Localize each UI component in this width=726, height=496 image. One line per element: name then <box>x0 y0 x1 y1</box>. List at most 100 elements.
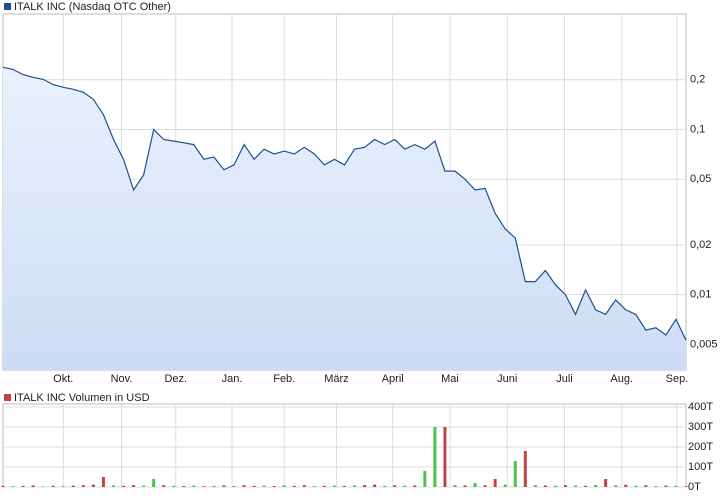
volume-bar <box>322 485 326 487</box>
volume-bar <box>624 484 628 487</box>
volume-bar <box>71 485 75 487</box>
y-tick-label: 0,01 <box>690 289 711 301</box>
x-tick-label: Okt. <box>53 373 73 385</box>
legend-label: ITALK INC Volumen in USD <box>14 392 150 404</box>
volume-bar <box>172 485 176 487</box>
volume-bar <box>61 486 65 487</box>
y-tick-label: 0,005 <box>690 338 718 350</box>
y-tick-label: 0T <box>688 481 701 493</box>
y-tick-label: 0,2 <box>690 74 705 86</box>
volume-bar <box>644 485 648 487</box>
volume-bar <box>654 486 658 487</box>
volume-bar <box>132 485 136 487</box>
legend-label: ITALK INC (Nasdaq OTC Other) <box>14 1 171 13</box>
y-tick-label: 300T <box>688 421 713 433</box>
legend-swatch <box>4 3 11 10</box>
x-tick-label: Sep. <box>666 373 689 385</box>
y-tick-label: 0,1 <box>690 123 705 135</box>
volume-bar <box>604 479 608 487</box>
x-tick-label: Juli <box>556 373 573 385</box>
x-tick-label: Juni <box>497 373 517 385</box>
volume-bar <box>51 485 55 487</box>
price-line <box>2 66 687 341</box>
volume-bar <box>634 485 638 487</box>
volume-bar <box>312 486 316 487</box>
volume-bar <box>413 485 417 487</box>
volume-bar <box>463 485 467 487</box>
volume-bar <box>403 485 407 487</box>
volume-bar <box>533 485 537 487</box>
volume-bar <box>553 485 557 487</box>
volume-bar <box>513 461 517 487</box>
x-tick-label: Jan. <box>222 373 243 385</box>
volume-bar <box>383 485 387 487</box>
y-tick-label: 200T <box>688 441 713 453</box>
volume-bar <box>363 485 367 487</box>
volume-bar <box>262 485 266 487</box>
volume-bar <box>433 427 437 487</box>
volume-bar <box>101 477 105 487</box>
volume-bar <box>21 486 25 487</box>
volume-bar <box>543 485 547 487</box>
volume-bar <box>353 485 357 487</box>
volume-bar <box>373 484 377 487</box>
volume-bar <box>453 485 457 487</box>
volume-bar <box>393 485 397 487</box>
volume-bar <box>202 486 206 487</box>
volume-bar <box>232 486 236 487</box>
y-tick-label: 0,05 <box>690 173 711 185</box>
volume-bar <box>423 471 427 487</box>
volume-bar <box>272 486 276 487</box>
volume-bar <box>282 485 286 487</box>
volume-bar <box>302 485 306 487</box>
volume-bar <box>111 485 115 487</box>
volume-bar <box>563 485 567 487</box>
volume-bar <box>343 486 346 487</box>
volume-bar <box>41 486 45 487</box>
volume-bar <box>31 485 35 487</box>
volume-bar <box>81 485 85 487</box>
x-tick-label: April <box>382 373 404 385</box>
volume-bar <box>503 484 507 487</box>
volume-bar <box>162 485 166 487</box>
price-area <box>3 67 686 371</box>
volume-bar <box>584 485 588 487</box>
volume-bar <box>483 485 487 487</box>
plot-frame <box>2 403 687 488</box>
volume-bar <box>1 485 5 487</box>
volume-bar <box>242 485 246 487</box>
volume-bar <box>11 486 15 487</box>
volume-bar <box>252 485 256 487</box>
volume-bar <box>493 479 497 487</box>
x-tick-label: Feb. <box>273 373 295 385</box>
volume-bar <box>292 485 296 487</box>
volume-bar <box>332 485 336 487</box>
volume-bar <box>152 479 156 487</box>
volume-bar <box>212 485 216 487</box>
volume-bar <box>614 485 618 487</box>
volume-bar <box>523 451 527 487</box>
volume-bar <box>182 486 186 487</box>
volume-bar <box>684 486 688 487</box>
volume-bar <box>674 485 678 487</box>
y-tick-label: 400T <box>688 401 713 413</box>
volume-bar <box>443 427 447 487</box>
x-tick-label: Nov. <box>111 373 133 385</box>
x-tick-label: Mai <box>441 373 459 385</box>
volume-bar <box>574 485 578 487</box>
volume-bar <box>473 483 477 487</box>
volume-bar <box>91 484 95 487</box>
y-tick-label: 0,02 <box>690 239 711 251</box>
y-tick-label: 100T <box>688 461 713 473</box>
x-tick-label: Dez. <box>164 373 187 385</box>
x-tick-label: März <box>324 373 348 385</box>
volume-bar <box>594 485 598 487</box>
volume-bar <box>222 485 226 487</box>
volume-bar <box>122 485 126 487</box>
volume-bar <box>664 485 668 487</box>
legend-swatch <box>4 394 11 401</box>
x-tick-label: Aug. <box>610 373 633 385</box>
volume-bar <box>142 485 146 487</box>
volume-bar <box>192 485 196 487</box>
